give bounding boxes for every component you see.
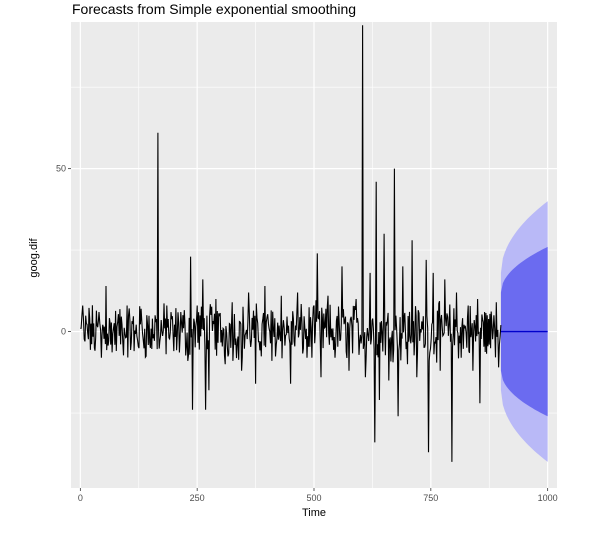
chart-title: Forecasts from Simple exponential smooth… — [72, 1, 356, 17]
series-line — [80, 25, 502, 462]
y-tick-label: 0 — [61, 327, 66, 337]
axes: 0 250 500 750 1000 0 50 — [56, 164, 558, 503]
x-axis-title: Time — [302, 507, 326, 519]
x-tick-label: 500 — [306, 493, 321, 503]
x-tick-label: 1000 — [538, 493, 558, 503]
x-tick-label: 750 — [423, 493, 438, 503]
y-axis-title: goog.dif — [28, 237, 40, 277]
x-tick-label: 0 — [78, 493, 83, 503]
grid — [71, 22, 557, 488]
x-tick-label: 250 — [190, 493, 205, 503]
y-tick-label: 50 — [56, 164, 66, 174]
